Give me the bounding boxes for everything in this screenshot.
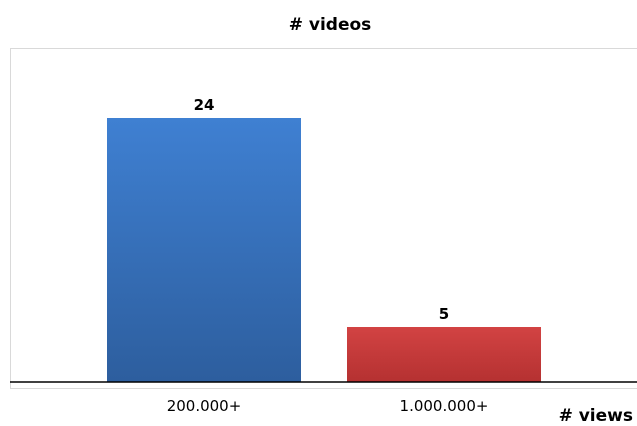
bar-1 — [347, 327, 541, 382]
x-tick-label-1: 1.000.000+ — [400, 397, 489, 415]
labels-layer: 24 200.000+ 5 1.000.000+ — [167, 96, 489, 415]
x-axis-title: # views — [559, 406, 633, 426]
bar-0 — [107, 118, 301, 382]
chart-title: # videos — [289, 15, 372, 35]
plot-area — [10, 48, 637, 389]
bars-layer — [107, 118, 541, 382]
data-label-1: 5 — [439, 305, 449, 323]
data-label-0: 24 — [194, 96, 215, 114]
x-tick-label-0: 200.000+ — [167, 397, 242, 415]
